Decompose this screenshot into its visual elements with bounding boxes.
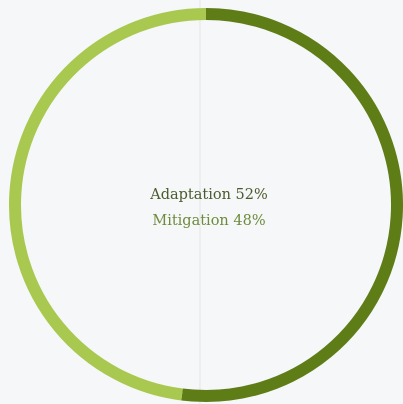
label-value: 48% xyxy=(233,213,265,229)
label-name: Mitigation xyxy=(152,213,228,229)
center-labels: Adaptation 52% Mitigation 48% xyxy=(149,187,268,229)
donut-segment xyxy=(9,8,207,401)
donut xyxy=(9,8,403,402)
center-label: Mitigation 48% xyxy=(152,213,265,229)
center-label: Adaptation 52% xyxy=(149,187,268,203)
donut-segment xyxy=(181,8,403,402)
label-name: Adaptation xyxy=(149,187,231,203)
label-value: 52% xyxy=(236,187,268,203)
